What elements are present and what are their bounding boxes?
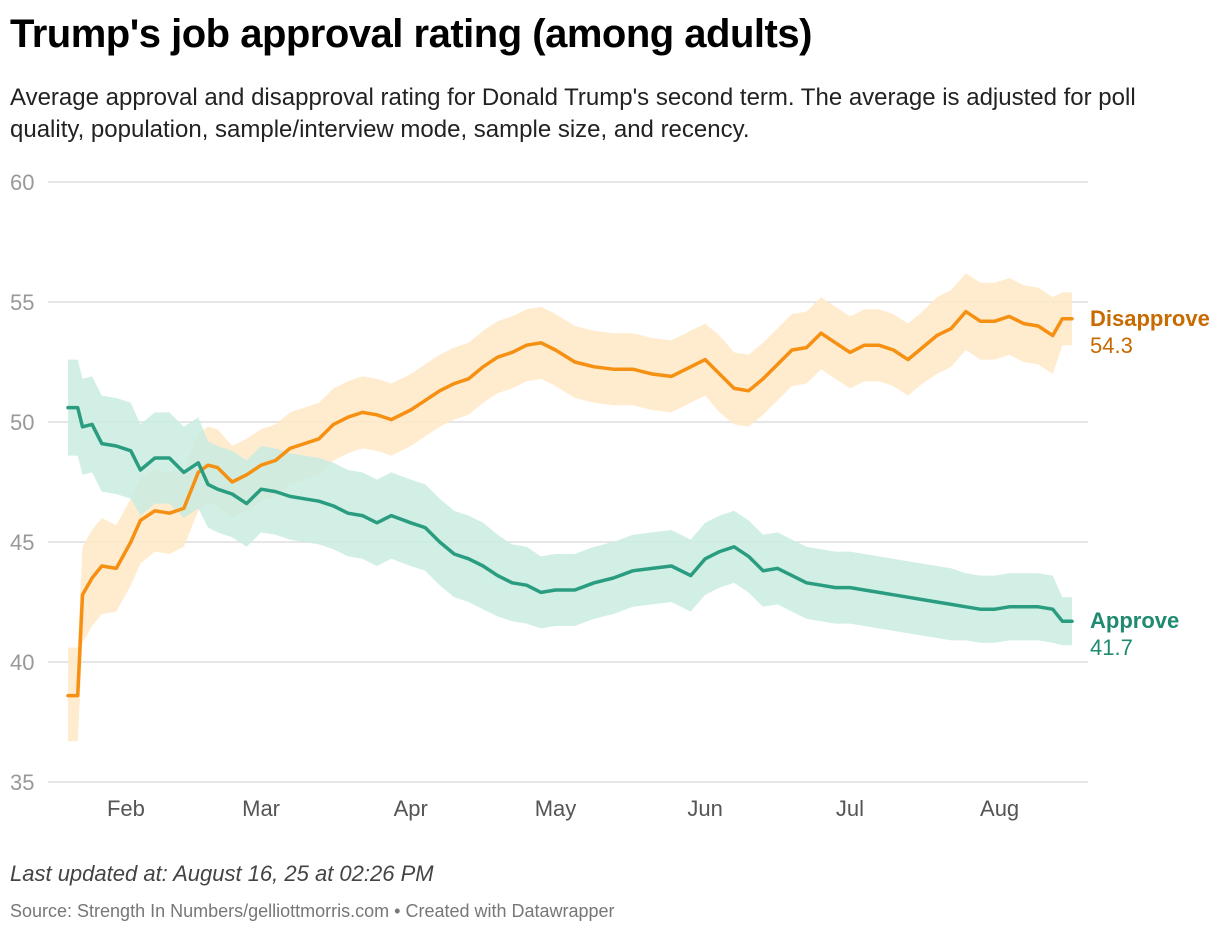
y-tick-label-60: 60 <box>10 170 34 195</box>
y-tick-label-50: 50 <box>10 410 34 435</box>
x-tick-label-jul: Jul <box>836 796 864 821</box>
x-tick-label-feb: Feb <box>107 796 145 821</box>
approve-uncertainty-band <box>68 359 1072 646</box>
disapprove-line <box>66 309 1074 698</box>
approve-line <box>66 405 1074 623</box>
x-tick-label-mar: Mar <box>242 796 280 821</box>
last-updated-note: Last updated at: August 16, 25 at 02:26 … <box>10 861 434 886</box>
approve-series-label: Approve <box>1090 608 1179 633</box>
x-tick-label-apr: Apr <box>394 796 428 821</box>
series-lines <box>66 309 1074 698</box>
x-tick-label-jun: Jun <box>687 796 722 821</box>
axis-and-series-labels: 35 40 45 50 55 60 Feb Mar Apr May Jun Jul Aug Disappr… <box>10 170 1210 821</box>
chart-title: Trump's job approval rating (among adult… <box>10 12 812 56</box>
disapprove-end-value-label: 54.3 <box>1090 333 1133 358</box>
chart-subtitle: Average approval and disapproval rating … <box>10 84 1136 143</box>
approve-end-value-label: 41.7 <box>1090 635 1133 660</box>
y-tick-label-45: 45 <box>10 530 34 555</box>
grid-lines <box>48 181 1088 783</box>
y-tick-label-55: 55 <box>10 290 34 315</box>
approval-chart: 35 40 45 50 55 60 Feb Mar Apr May Jun Jul Aug Disappr… <box>10 170 1210 821</box>
x-tick-label-may: May <box>535 796 577 821</box>
disapprove-uncertainty-band <box>68 273 1072 742</box>
y-tick-label-40: 40 <box>10 650 34 675</box>
source-credit: Source: Strength In Numbers/gelliottmorr… <box>10 901 615 921</box>
y-tick-label-35: 35 <box>10 770 34 795</box>
x-tick-label-aug: Aug <box>980 796 1019 821</box>
uncertainty-bands <box>68 273 1072 742</box>
disapprove-series-label: Disapprove <box>1090 306 1210 331</box>
